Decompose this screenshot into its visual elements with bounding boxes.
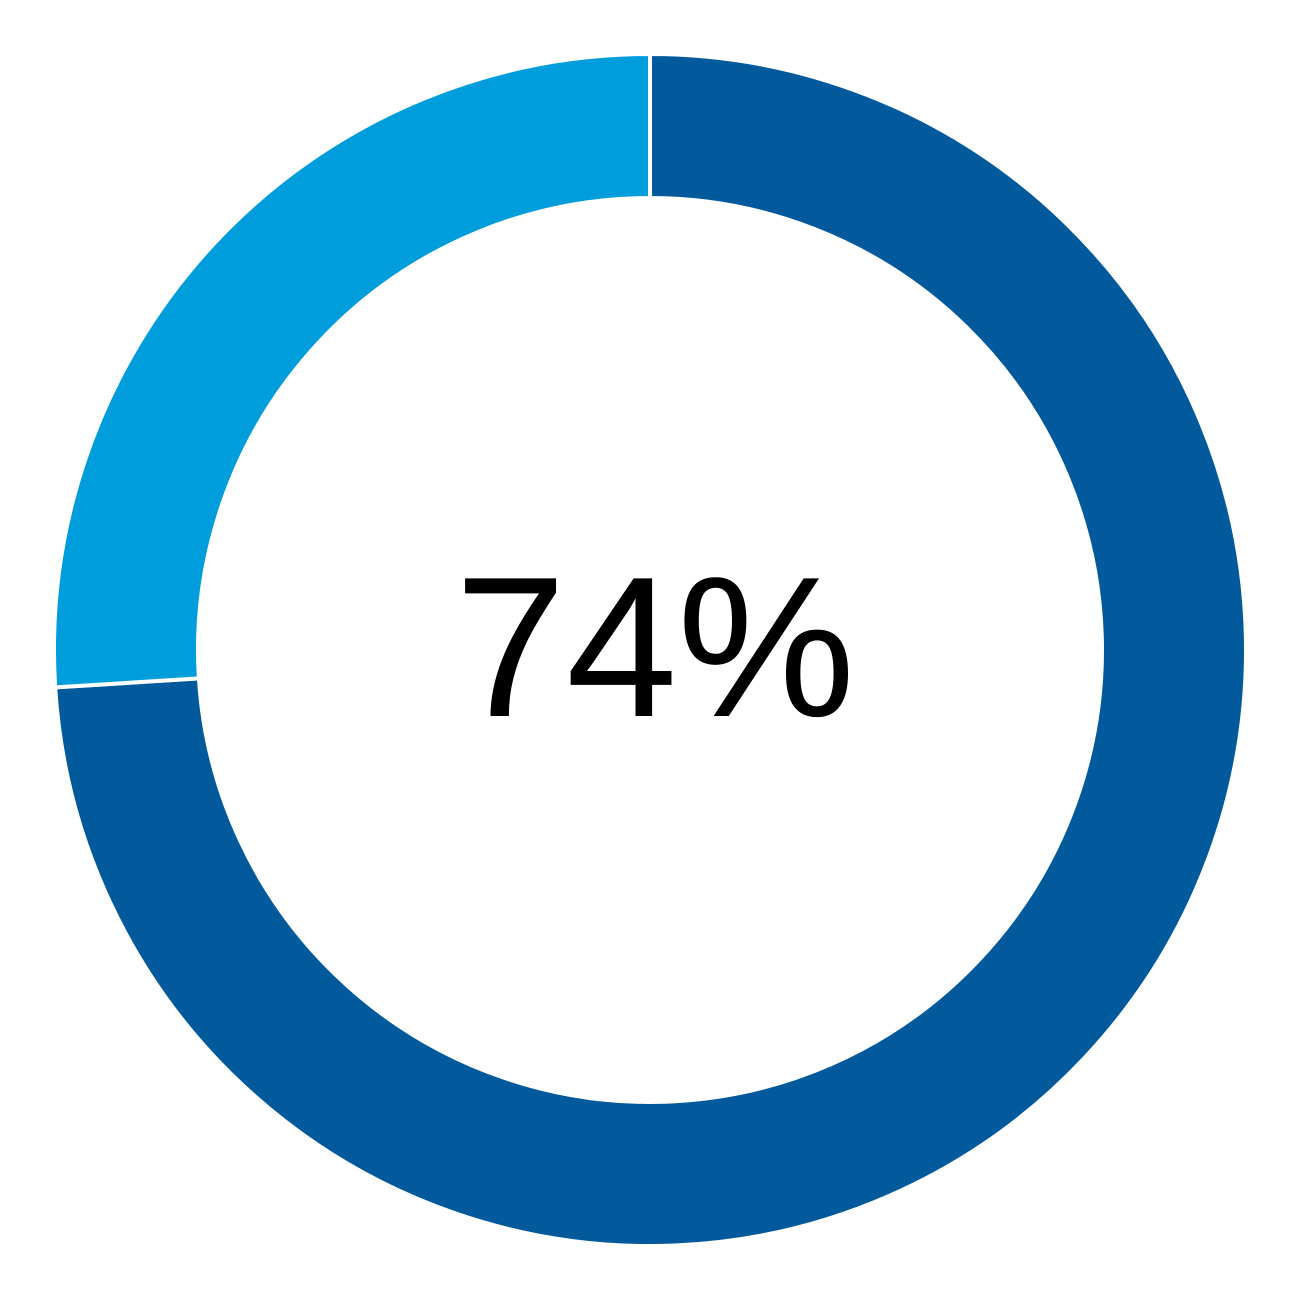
center-label: 74% bbox=[455, 536, 855, 759]
donut-slice-0 bbox=[53, 51, 1248, 1248]
donut-slice-1 bbox=[52, 51, 652, 690]
slices bbox=[52, 51, 1248, 1248]
